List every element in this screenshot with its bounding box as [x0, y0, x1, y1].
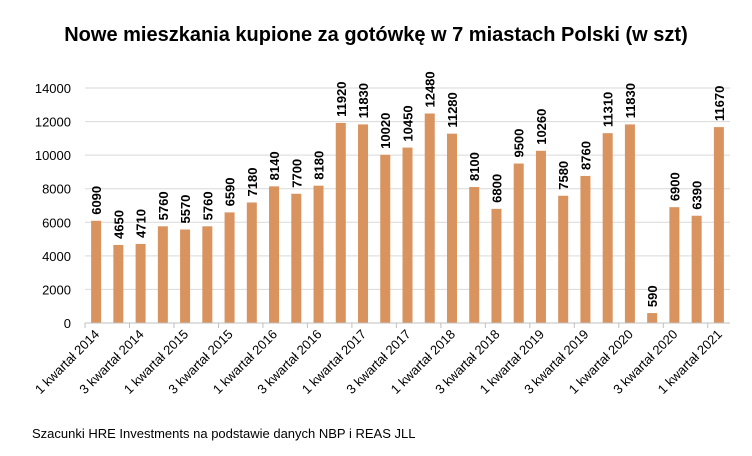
data-label: 590 [645, 285, 660, 307]
data-label: 8760 [578, 141, 593, 170]
bar [491, 208, 502, 323]
bar [224, 212, 235, 323]
data-label: 4650 [111, 210, 126, 239]
data-label: 11830 [623, 83, 638, 118]
data-label: 4710 [134, 209, 149, 238]
data-label: 6090 [89, 186, 104, 215]
data-label: 7180 [245, 168, 260, 197]
data-labels: 6090 4650 4710 5760 5570 5760 6590 7180 8140 7700… [89, 71, 727, 307]
bar [269, 186, 280, 323]
bar [691, 215, 702, 323]
y-tick-label: 0 [64, 316, 71, 331]
data-label: 8100 [467, 152, 482, 181]
y-tick-label: 12000 [35, 115, 71, 130]
bar [291, 193, 302, 323]
bar [358, 124, 369, 323]
data-label: 6590 [223, 177, 238, 206]
bar [446, 133, 457, 323]
data-label: 11280 [445, 92, 460, 127]
bar [157, 226, 168, 323]
bar [647, 313, 658, 323]
y-tick-label: 4000 [42, 249, 71, 264]
data-label: 5570 [178, 195, 193, 224]
bar [402, 147, 413, 323]
data-label: 6800 [489, 174, 504, 203]
data-label: 6900 [667, 172, 682, 201]
y-axis: 0 2000 4000 6000 8000 10000 12000 14000 [35, 81, 71, 331]
y-tick-label: 14000 [35, 81, 71, 96]
y-tick-label: 6000 [42, 215, 71, 230]
bar [202, 226, 213, 323]
data-label: 10260 [534, 109, 549, 145]
y-tick-label: 10000 [35, 148, 71, 163]
bar [580, 175, 591, 323]
bar [180, 229, 191, 323]
bar [669, 207, 680, 323]
bar [469, 187, 480, 323]
data-label: 10020 [378, 113, 393, 149]
data-label: 11670 [712, 86, 727, 121]
bar [624, 124, 635, 323]
bar [535, 150, 546, 323]
chart-title: Nowe mieszkania kupione za gotówkę w 7 m… [64, 24, 688, 46]
data-label: 5760 [156, 191, 171, 220]
bar [313, 185, 324, 323]
bar [424, 113, 435, 323]
data-label: 7580 [556, 161, 571, 190]
source-note: Szacunki HRE Investments na podstawie da… [32, 426, 416, 441]
bar [135, 243, 146, 323]
data-label: 10450 [401, 105, 416, 141]
bar [113, 244, 124, 323]
bars [91, 113, 724, 324]
y-tick-label: 2000 [42, 282, 71, 297]
bar [602, 133, 613, 323]
data-label: 5760 [200, 191, 215, 220]
data-label: 8140 [267, 151, 282, 180]
data-label: 11920 [334, 81, 349, 116]
data-label: 9500 [512, 129, 527, 158]
data-label: 11310 [601, 92, 616, 127]
bar [246, 202, 257, 323]
data-label: 7700 [289, 159, 304, 188]
bar [713, 127, 724, 323]
y-tick-label: 8000 [42, 182, 71, 197]
bar [91, 220, 102, 323]
bar [513, 163, 524, 323]
bar [335, 122, 346, 324]
data-label: 11830 [356, 83, 371, 118]
bar [558, 195, 569, 323]
data-label: 8180 [312, 151, 327, 180]
data-label: 6390 [690, 181, 705, 210]
bar [380, 154, 391, 323]
data-label: 12480 [423, 71, 438, 107]
